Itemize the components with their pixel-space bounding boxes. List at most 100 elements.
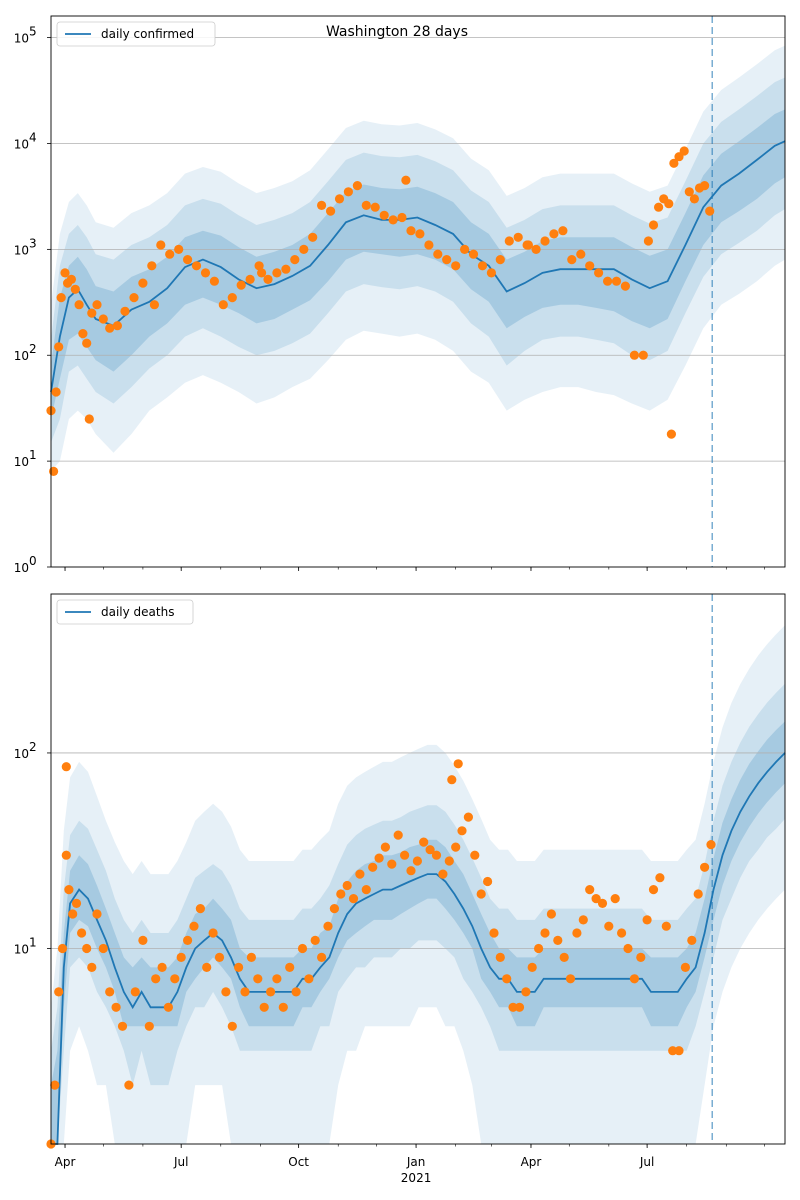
- y-tick-exponent: 0: [29, 554, 37, 568]
- observed-point: [368, 862, 378, 872]
- observed-point: [253, 974, 263, 984]
- observed-point: [130, 987, 140, 997]
- observed-point: [370, 202, 380, 212]
- observed-point: [424, 240, 434, 250]
- observed-point: [285, 962, 295, 973]
- observed-point: [214, 952, 225, 963]
- observed-point: [257, 268, 267, 278]
- observed-point: [50, 1080, 60, 1090]
- observed-point: [431, 850, 442, 860]
- observed-point: [486, 268, 496, 278]
- observed-point: [291, 987, 301, 997]
- observed-point: [578, 915, 588, 925]
- observed-point: [553, 935, 563, 946]
- observed-point: [489, 928, 499, 938]
- observed-point: [374, 853, 384, 863]
- prediction-band-3: [51, 625, 785, 1144]
- observed-point: [56, 293, 66, 303]
- observed-point: [425, 845, 435, 855]
- observed-point: [66, 274, 76, 284]
- confirmed-legend: daily confirmed: [56, 21, 216, 47]
- observed-point: [442, 255, 452, 265]
- observed-point: [236, 280, 246, 290]
- observed-point: [221, 987, 231, 997]
- observed-point: [457, 826, 467, 836]
- observed-point: [576, 249, 586, 259]
- observed-point: [61, 762, 71, 772]
- observed-point: [666, 429, 677, 439]
- observed-point: [98, 943, 108, 954]
- observed-point: [259, 1002, 269, 1012]
- observed-point: [664, 199, 674, 209]
- prediction-band-1: [51, 721, 785, 1144]
- y-tick-label: 10: [14, 561, 29, 575]
- observed-point: [705, 206, 715, 216]
- y-tick-label: 10: [14, 137, 29, 151]
- observed-point: [234, 962, 244, 973]
- observed-point: [476, 889, 486, 899]
- observed-point: [317, 200, 327, 210]
- observed-point: [508, 1002, 518, 1012]
- observed-point: [591, 894, 601, 904]
- observed-point: [617, 928, 627, 938]
- observed-point: [57, 943, 68, 954]
- observed-point: [406, 226, 416, 236]
- observed-point: [610, 894, 620, 904]
- y-tick-exponent: 1: [29, 935, 37, 949]
- observed-point: [191, 261, 202, 271]
- observed-point: [513, 232, 523, 242]
- y-tick-exponent: 5: [29, 25, 37, 39]
- observed-point: [138, 935, 148, 946]
- y-tick-label: 10: [14, 349, 29, 363]
- prediction-band-2: [51, 77, 785, 443]
- observed-point: [387, 859, 397, 869]
- observed-point: [693, 889, 703, 899]
- observed-point: [343, 187, 353, 197]
- observed-point: [170, 974, 180, 984]
- observed-point: [183, 255, 193, 265]
- observed-point: [352, 181, 362, 191]
- legend-box: [56, 599, 194, 625]
- observed-point: [308, 232, 318, 242]
- confirmed-prediction-bands: [51, 45, 785, 472]
- y-tick-label: 10: [14, 243, 29, 257]
- observed-point: [82, 338, 92, 348]
- y-tick-label: 10: [14, 32, 29, 46]
- observed-point: [208, 928, 218, 938]
- observed-point: [700, 181, 710, 191]
- observed-point: [495, 952, 505, 963]
- observed-point: [451, 842, 461, 852]
- observed-point: [144, 1021, 154, 1031]
- observed-point: [412, 856, 422, 866]
- observed-point: [336, 889, 346, 899]
- observed-point: [209, 276, 219, 286]
- observed-point: [92, 300, 102, 310]
- observed-point: [105, 323, 115, 333]
- deaths-legend: daily deaths: [56, 599, 194, 625]
- observed-point: [483, 876, 493, 887]
- x-tick-label: Apr: [55, 1155, 76, 1169]
- observed-point: [661, 921, 671, 931]
- observed-point: [495, 255, 505, 265]
- observed-point: [451, 261, 461, 271]
- observed-point: [272, 974, 282, 984]
- observed-point: [129, 293, 139, 303]
- observed-point: [361, 200, 371, 210]
- observed-point: [87, 962, 97, 973]
- observed-point: [147, 261, 157, 271]
- observed-point: [218, 300, 228, 310]
- observed-point: [117, 1021, 128, 1031]
- observed-point: [629, 350, 640, 360]
- observed-point: [348, 894, 359, 904]
- observed-point: [684, 187, 694, 197]
- observed-point: [60, 268, 70, 278]
- observed-point: [111, 1002, 121, 1012]
- observed-point: [290, 255, 300, 265]
- x-tick-label: Jul: [639, 1155, 654, 1169]
- observed-point: [642, 915, 652, 925]
- observed-point: [523, 240, 534, 250]
- observed-point: [534, 943, 544, 954]
